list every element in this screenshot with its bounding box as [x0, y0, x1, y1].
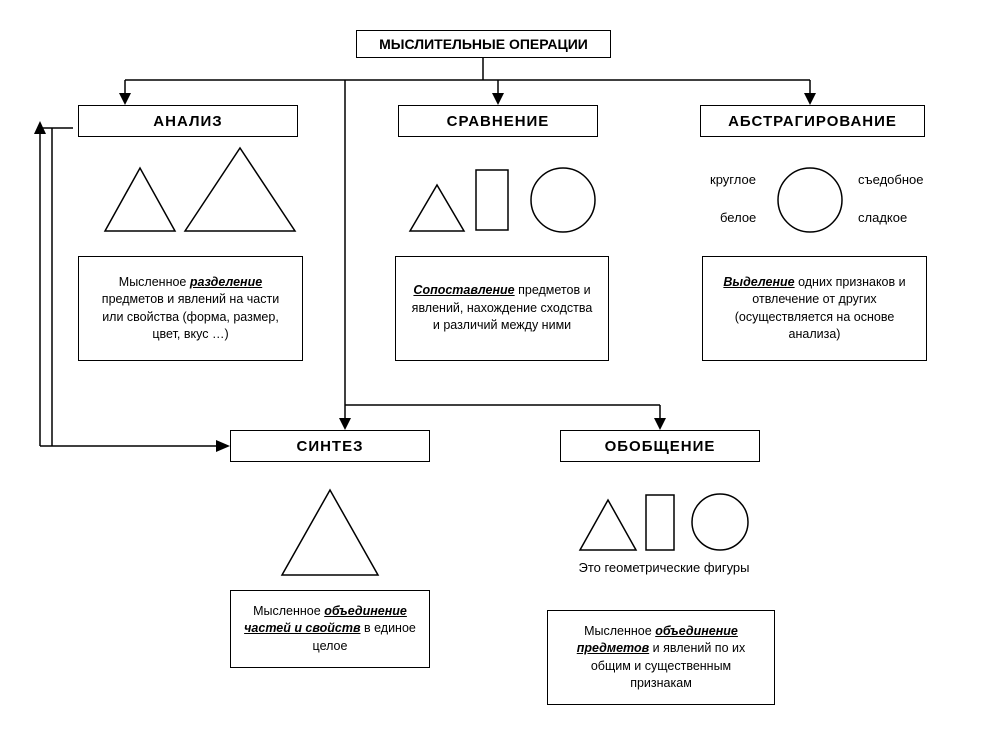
synthesis-heading-text: СИНТЕЗ — [296, 438, 363, 455]
analysis-heading-text: АНАЛИЗ — [153, 113, 222, 130]
abstraction-heading: АБСТРАГИРОВАНИЕ — [700, 105, 925, 137]
generalization-desc-pre: Мысленное — [584, 624, 655, 638]
generalization-heading-text: ОБОБЩЕНИЕ — [605, 438, 716, 455]
generalization-rect — [646, 495, 674, 550]
generalization-caption: Это геометрические фигуры — [550, 560, 778, 575]
abstraction-circle — [778, 168, 842, 232]
abstraction-desc: Выделение одних признаков и отвлечение о… — [702, 256, 927, 361]
abstraction-desc-em: Выделение — [723, 275, 794, 289]
analysis-triangle-large — [185, 148, 295, 231]
generalization-heading: ОБОБЩЕНИЕ — [560, 430, 760, 462]
generalization-triangle — [580, 500, 636, 550]
analysis-desc-post: предметов и явлений на части или свойств… — [102, 292, 279, 341]
analysis-triangle-small — [105, 168, 175, 231]
abstr-label-bl: белое — [720, 210, 756, 225]
analysis-desc-pre: Мысленное — [119, 275, 190, 289]
comparison-desc-em: Сопоставление — [413, 283, 514, 297]
abstr-label-tr: съедобное — [858, 172, 923, 187]
generalization-desc: Мысленное объединение предметов и явлени… — [547, 610, 775, 705]
synthesis-desc: Мысленное объединение частей и свойств в… — [230, 590, 430, 668]
comparison-triangle — [410, 185, 464, 231]
comparison-heading-text: СРАВНЕНИЕ — [447, 113, 550, 130]
analysis-desc-em: разделение — [190, 275, 262, 289]
analysis-desc: Мысленное разделение предметов и явлений… — [78, 256, 303, 361]
abstraction-heading-text: АБСТРАГИРОВАНИЕ — [728, 113, 897, 130]
synthesis-heading: СИНТЕЗ — [230, 430, 430, 462]
comparison-circle — [531, 168, 595, 232]
diagram-title: МЫСЛИТЕЛЬНЫЕ ОПЕРАЦИИ — [356, 30, 611, 58]
comparison-desc: Сопоставление предметов и явлений, нахож… — [395, 256, 609, 361]
title-text: МЫСЛИТЕЛЬНЫЕ ОПЕРАЦИИ — [379, 36, 588, 52]
comparison-heading: СРАВНЕНИЕ — [398, 105, 598, 137]
comparison-rect — [476, 170, 508, 230]
abstr-label-br: сладкое — [858, 210, 907, 225]
synthesis-desc-pre: Мысленное — [253, 604, 324, 618]
generalization-circle — [692, 494, 748, 550]
analysis-heading: АНАЛИЗ — [78, 105, 298, 137]
synthesis-triangle — [282, 490, 378, 575]
abstr-label-tl: круглое — [710, 172, 756, 187]
